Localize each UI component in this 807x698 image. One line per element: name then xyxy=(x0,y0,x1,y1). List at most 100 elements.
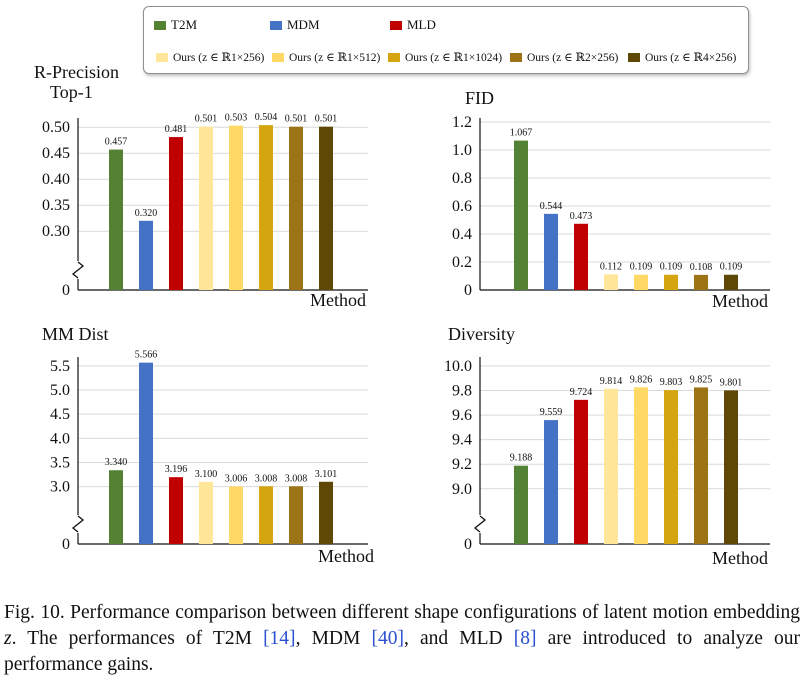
chart-title-line-2: Top-1 xyxy=(50,82,93,102)
x-axis-label: Method xyxy=(318,546,374,566)
y-tick-label: 4.5 xyxy=(50,406,70,423)
chart-title: FID xyxy=(465,88,494,108)
legend-swatch xyxy=(272,52,284,62)
bar-value-label: 5.566 xyxy=(135,350,158,361)
chart-title: MM Dist xyxy=(42,324,109,344)
bar-value-label: 0.108 xyxy=(690,262,713,273)
legend-swatch xyxy=(390,20,402,30)
y-tick-label: 0.30 xyxy=(42,223,70,240)
legend-swatch xyxy=(388,52,400,62)
legend-item-6: Ours (z ∈ ℝ2×256) xyxy=(510,50,618,64)
axis-break-icon xyxy=(71,515,85,533)
y-tick-label: 0.6 xyxy=(452,198,472,215)
zero-tick-label: 0 xyxy=(464,536,472,553)
bar-value-label: 0.503 xyxy=(225,113,248,124)
x-axis-label: Method xyxy=(712,291,768,311)
caption-text-4: , and MLD xyxy=(403,628,514,649)
bar-6 xyxy=(289,126,303,291)
bar-0 xyxy=(514,465,528,544)
bar-value-label: 0.501 xyxy=(315,114,338,125)
legend-label: Ours (z ∈ ℝ2×256) xyxy=(527,52,619,64)
bar-4 xyxy=(229,125,243,290)
x-axis-label: Method xyxy=(712,548,768,568)
caption-text-1: Fig. 10. Performance comparison between … xyxy=(4,602,800,623)
y-tick-label: 9.2 xyxy=(452,456,472,473)
bar-value-label: 0.544 xyxy=(540,201,563,212)
y-tick-label: 9.0 xyxy=(452,481,472,498)
y-tick-label: 5.0 xyxy=(50,382,70,399)
y-tick-label: 0.40 xyxy=(42,171,70,188)
axis-break-icon xyxy=(473,515,487,533)
y-tick-label: 5.5 xyxy=(50,358,70,375)
caption-variable: z xyxy=(4,628,12,649)
bar-7 xyxy=(319,481,333,544)
bar-1 xyxy=(544,420,558,544)
legend-item-0: T2M xyxy=(154,17,197,33)
legend-label: MLD xyxy=(407,17,436,32)
chart-title: Diversity xyxy=(448,324,515,344)
bar-value-label: 0.473 xyxy=(570,211,593,222)
citation-link-mdm[interactable]: [40] xyxy=(371,628,404,649)
chart-svg: 0.50 0.45 0.40 0.35 0.30 0 0.457 0.320 0.481 0.50… xyxy=(34,62,368,310)
y-tick-label: 1.2 xyxy=(452,114,472,131)
x-axis-label: Method xyxy=(310,290,366,310)
figure-caption: Fig. 10. Performance comparison between … xyxy=(4,600,800,678)
bar-5 xyxy=(259,486,273,544)
bar-3 xyxy=(604,388,618,544)
legend-item-1: MDM xyxy=(270,17,320,33)
bar-5 xyxy=(664,274,678,290)
bar-0 xyxy=(109,470,123,544)
bar-2 xyxy=(169,477,183,544)
legend-swatch xyxy=(154,20,166,30)
bar-0 xyxy=(514,140,528,290)
bar-value-label: 0.112 xyxy=(600,261,622,272)
bar-value-label: 0.109 xyxy=(660,262,683,273)
bar-1 xyxy=(139,220,153,290)
legend-label: Ours (z ∈ ℝ1×1024) xyxy=(405,52,503,64)
y-tick-label: 1.0 xyxy=(452,142,472,159)
y-tick-label: 0.2 xyxy=(452,254,472,271)
y-tick-label: 9.4 xyxy=(452,432,472,449)
citation-link-mld[interactable]: [8] xyxy=(513,628,537,649)
bar-3 xyxy=(199,126,213,291)
bar-value-label: 9.801 xyxy=(720,377,743,388)
bar-value-label: 3.340 xyxy=(105,457,128,468)
y-tick-label: 3.5 xyxy=(50,455,70,472)
chart-title: R-Precision xyxy=(34,62,119,82)
chart-svg: 5.5 5.0 4.5 4.0 3.5 3.0 0 3.340 5.566 3.196 3.100 3… xyxy=(42,324,374,566)
y-tick-label: 0.8 xyxy=(452,170,472,187)
bar-7 xyxy=(319,126,333,291)
y-tick-label: 3.0 xyxy=(50,479,70,496)
bar-0 xyxy=(109,149,123,290)
legend-swatch xyxy=(628,52,640,62)
bar-value-label: 3.008 xyxy=(285,473,308,484)
legend-swatch xyxy=(156,52,168,62)
bar-6 xyxy=(289,486,303,544)
bar-value-label: 1.067 xyxy=(510,128,533,139)
legend-item-4: Ours (z ∈ ℝ1×512) xyxy=(272,50,380,64)
bar-7 xyxy=(724,274,738,290)
legend-label: Ours (z ∈ ℝ4×256) xyxy=(645,52,737,64)
bar-value-label: 9.559 xyxy=(540,407,563,418)
bar-value-label: 0.501 xyxy=(195,114,218,125)
bar-value-label: 0.504 xyxy=(255,112,278,123)
citation-link-t2m[interactable]: [14] xyxy=(263,628,296,649)
bar-value-label: 9.724 xyxy=(570,387,593,398)
axis-break-icon xyxy=(71,261,85,279)
caption-text-3: , MDM xyxy=(295,628,372,649)
bar-1 xyxy=(139,362,153,544)
chart-svg: 10.0 9.8 9.6 9.4 9.2 9.0 0 9.188 9.559 9.724 9.814… xyxy=(444,324,770,568)
bar-1 xyxy=(544,213,558,290)
bar-5 xyxy=(664,390,678,544)
bar-3 xyxy=(199,481,213,544)
bar-6 xyxy=(694,274,708,290)
bar-2 xyxy=(574,399,588,544)
bar-2 xyxy=(169,137,183,290)
bar-value-label: 0.320 xyxy=(135,208,158,219)
y-tick-label: 0.50 xyxy=(42,119,70,136)
bar-value-label: 0.109 xyxy=(720,262,743,273)
legend-label: Ours (z ∈ ℝ1×256) xyxy=(173,52,265,64)
bar-6 xyxy=(694,387,708,544)
y-tick-label: 9.8 xyxy=(452,382,472,399)
bar-value-label: 3.101 xyxy=(315,469,338,480)
